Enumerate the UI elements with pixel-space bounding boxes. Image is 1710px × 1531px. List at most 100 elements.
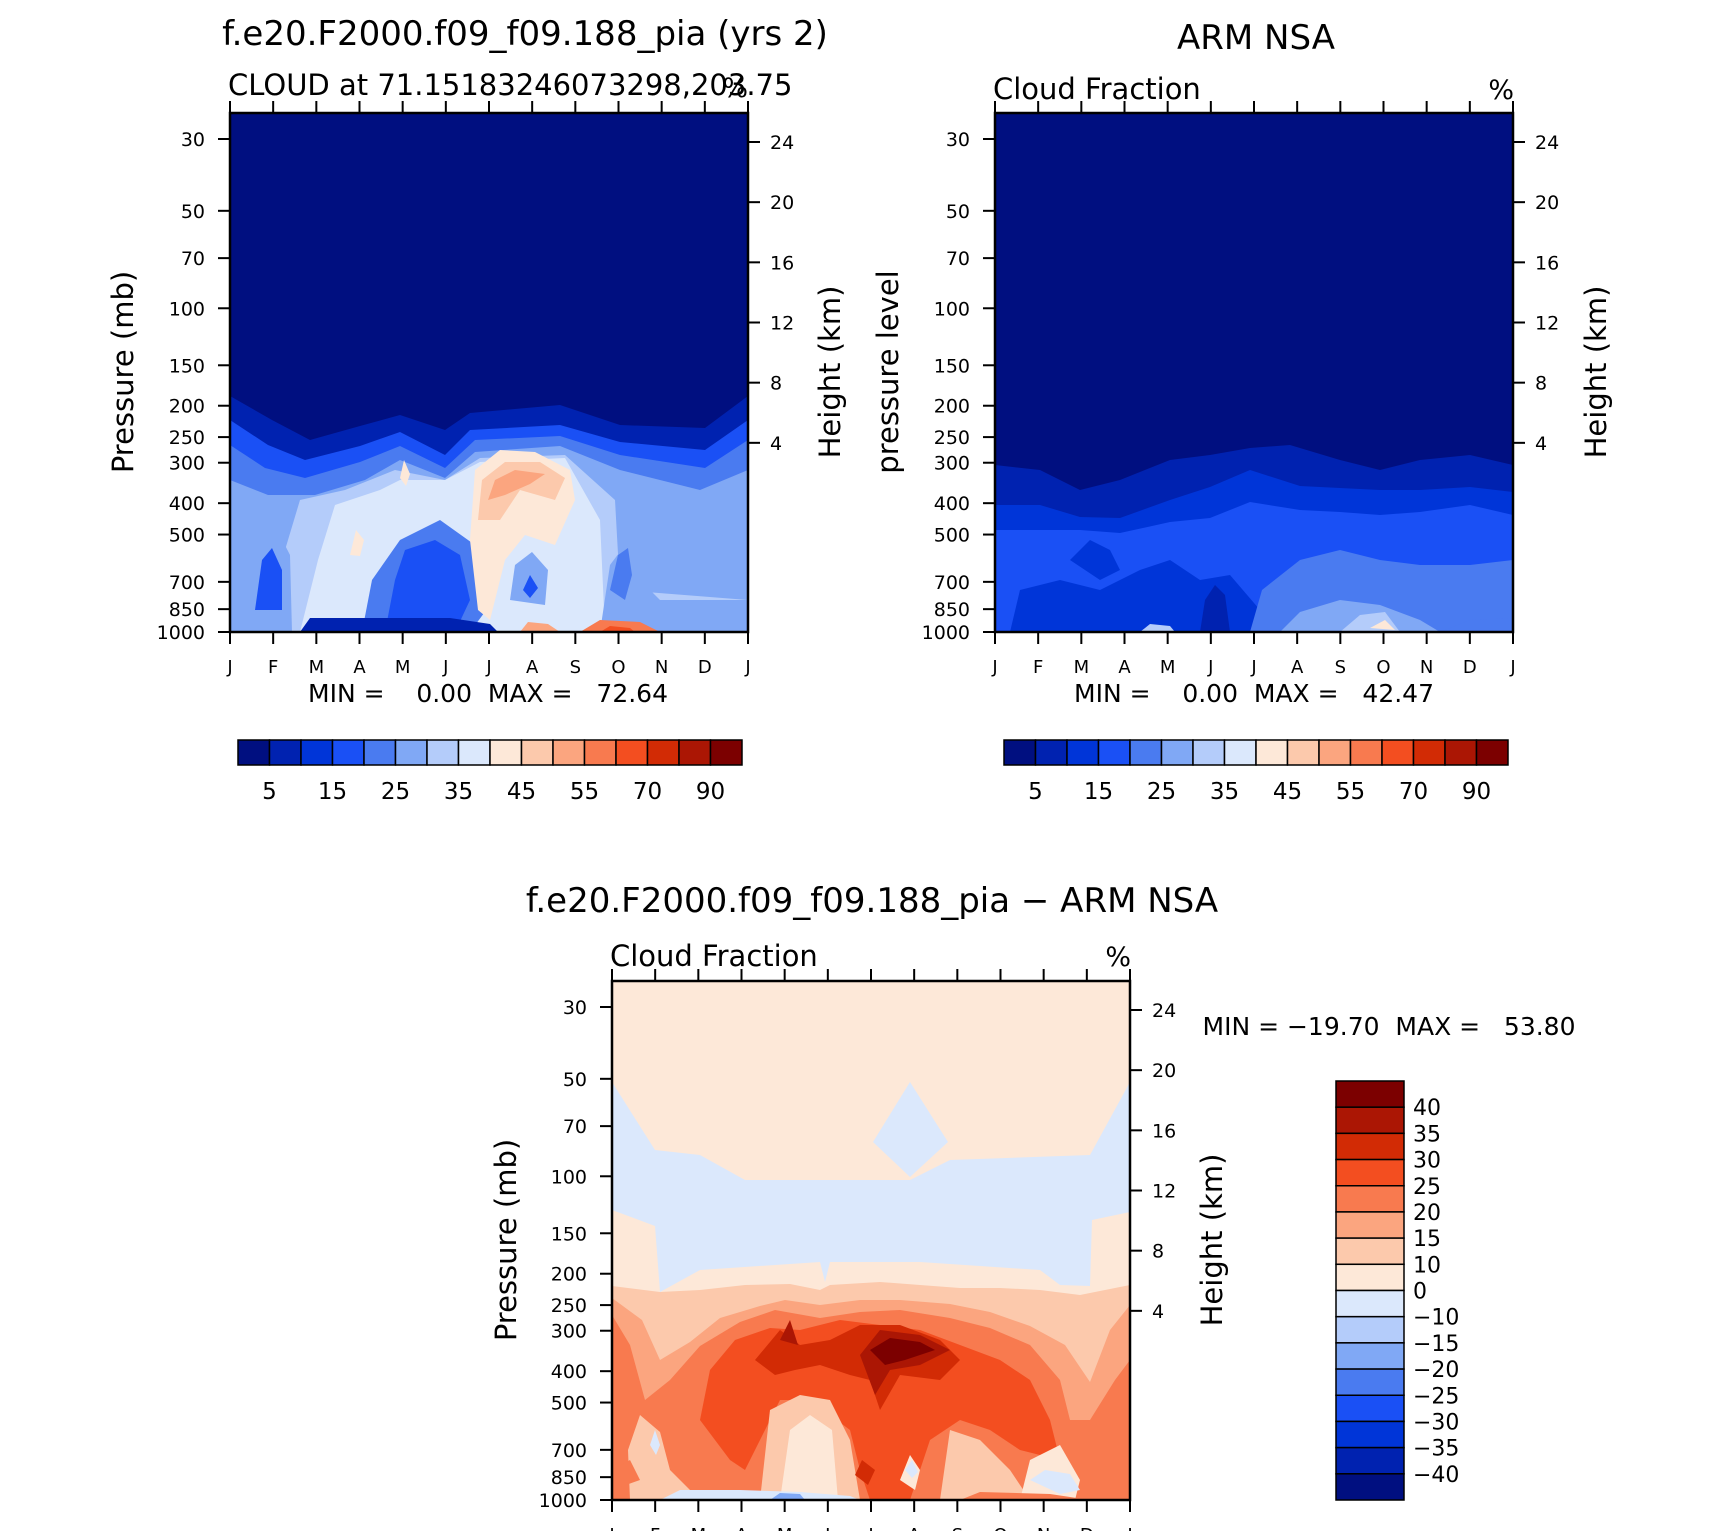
month-tick-label: O (993, 1525, 1007, 1531)
month-tick-label: A (526, 657, 539, 678)
colorbar-swatch (1335, 1315, 1405, 1344)
difference-panel: f.e20.F2000.f09_f09.188_pia − ARM NSA Cl… (489, 881, 1576, 1531)
colorbar-swatch (426, 739, 460, 766)
month-tick-label: J (485, 657, 491, 678)
colorbar-swatch (1335, 1420, 1405, 1449)
colorbar-label: −10 (1413, 1306, 1459, 1331)
height-tick-label: 16 (770, 252, 794, 274)
height-tick-label: 24 (1152, 1000, 1176, 1022)
month-tick-label: S (570, 657, 581, 678)
colorbar-label: 55 (570, 779, 599, 805)
colorbar-swatch (1335, 1394, 1405, 1423)
pressure-tick-label: 850 (551, 1467, 587, 1489)
panel1-axes: J F M A M J J A S O N D J 30 50 70 100 150 200 250 300 400 500… (157, 101, 794, 678)
month-tick-label: A (1291, 657, 1304, 678)
level-fill (628, 1415, 700, 1500)
level-fill (660, 1490, 860, 1500)
colorbar-swatch (1349, 739, 1383, 766)
level-fill (873, 1082, 948, 1177)
panel2-title: ARM NSA (1177, 18, 1335, 58)
colorbar-label: 25 (381, 779, 410, 805)
colorbar-label: 45 (507, 779, 536, 805)
pressure-tick-label: 150 (934, 355, 970, 377)
colorbar-label: 70 (633, 779, 662, 805)
level-fill (255, 548, 282, 610)
colorbar-swatch (615, 739, 649, 766)
month-tick-label: F (1033, 657, 1043, 678)
pressure-tick-label: 1000 (157, 622, 205, 644)
panel3-ylabel: Pressure (mb) (489, 1139, 523, 1341)
level-fill (400, 460, 410, 486)
colorbar-label: 40 (1413, 1096, 1441, 1121)
height-tick-label: 8 (1152, 1241, 1164, 1263)
level-fill (1140, 624, 1175, 632)
height-tick-label: 4 (1152, 1301, 1164, 1323)
level-fill (300, 618, 498, 632)
colorbar-swatch (583, 739, 617, 766)
colorbar-swatch (1160, 739, 1194, 766)
colorbar-swatch (489, 739, 523, 766)
pressure-tick-label: 500 (169, 525, 205, 547)
colorbar-swatch (1335, 1158, 1405, 1187)
height-tick-label: 8 (770, 373, 782, 395)
pressure-tick-label: 30 (181, 129, 205, 151)
pressure-tick-label: 300 (934, 453, 970, 475)
month-tick-label: S (952, 1525, 963, 1531)
colorbar-swatch (709, 739, 743, 766)
month-tick-label: J (1509, 657, 1515, 678)
pressure-tick-label: 300 (551, 1321, 587, 1343)
colorbar-label: 35 (1210, 779, 1239, 805)
month-tick-label: J (226, 657, 232, 678)
colorbar-swatch (363, 739, 397, 766)
panel2-unit: % (1488, 75, 1514, 106)
level-fill (523, 575, 538, 598)
month-tick-label: N (1037, 1525, 1050, 1531)
colorbar-swatch (1192, 739, 1226, 766)
panel1-colorbar: 5 15 25 35 45 55 70 90 (237, 739, 743, 805)
colorbar-label: 5 (1028, 779, 1043, 805)
pressure-tick-label: 1000 (922, 622, 970, 644)
level-fill (600, 545, 748, 632)
panel3-y2label: Height (km) (1195, 1154, 1229, 1327)
level-fill (1070, 540, 1120, 580)
month-tick-label: F (650, 1525, 660, 1531)
panel2-ylabel: pressure level (871, 270, 905, 473)
pressure-tick-label: 200 (551, 1264, 587, 1286)
colorbar-swatch (1335, 1237, 1405, 1266)
month-tick-label: M (309, 657, 325, 678)
height-tick-label: 24 (770, 132, 794, 154)
panel1-subtitle: CLOUD at 71.15183246073298,203.75 (228, 68, 792, 102)
colorbar-label: −40 (1413, 1463, 1459, 1488)
month-tick-label: D (1463, 657, 1477, 678)
colorbar-label: 70 (1399, 779, 1428, 805)
level-fill (612, 1460, 640, 1490)
colorbar-swatch (552, 739, 586, 766)
colorbar-label: 0 (1413, 1280, 1427, 1305)
colorbar-swatch (646, 739, 680, 766)
month-tick-label: J (442, 657, 448, 678)
height-tick-label: 20 (1535, 192, 1559, 214)
month-tick-label: J (1250, 657, 1256, 678)
colorbar-swatch (1034, 739, 1068, 766)
level-fill (478, 462, 565, 520)
height-tick-label: 12 (1152, 1181, 1176, 1203)
panel3-stats: MIN = −19.70 MAX = 53.80 (1203, 1012, 1576, 1041)
month-tick-label: J (1207, 657, 1213, 678)
colorbar-label: 20 (1413, 1201, 1441, 1226)
colorbar-label: 15 (1084, 779, 1113, 805)
pressure-tick-label: 1000 (539, 1490, 587, 1512)
colorbar-label: 35 (444, 779, 473, 805)
month-tick-label: N (1420, 657, 1433, 678)
colorbar-swatch (1097, 739, 1131, 766)
colorbar-swatch (457, 739, 491, 766)
pressure-tick-label: 500 (551, 1393, 587, 1415)
colorbar-swatch (1335, 1263, 1405, 1292)
level-fill (610, 548, 632, 600)
panel3-contour-field (612, 981, 1130, 1500)
month-tick-label: N (655, 657, 668, 678)
panel2-stats: MIN = 0.00 MAX = 42.47 (1074, 679, 1434, 708)
pressure-tick-label: 400 (934, 493, 970, 515)
panel2-colorbar: 5 15 25 35 45 55 70 90 (1003, 739, 1509, 805)
level-fill (600, 626, 635, 632)
